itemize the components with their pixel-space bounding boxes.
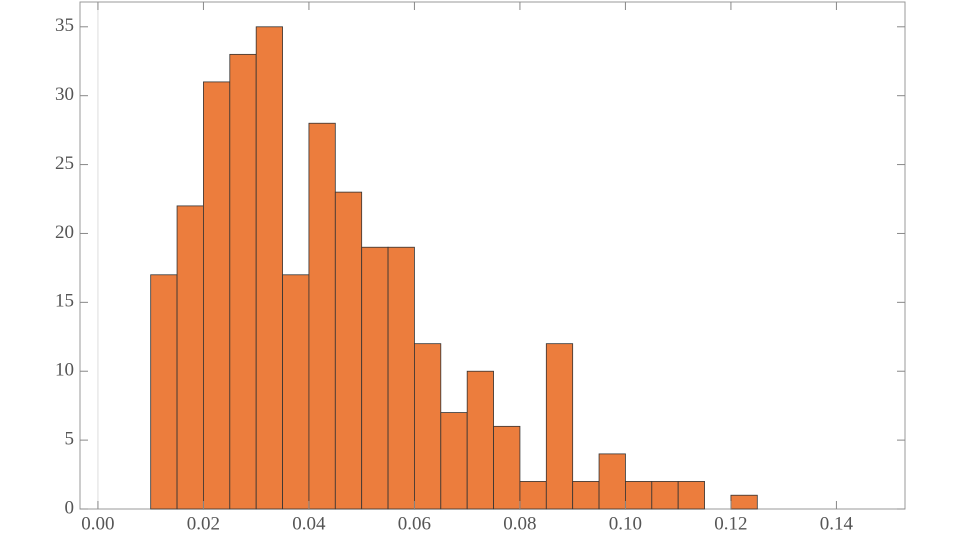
x-tick-label: 0.10 — [609, 513, 642, 534]
bar — [150, 274, 178, 510]
x-tick-label: 0.04 — [292, 513, 326, 534]
y-tick-label: 15 — [55, 291, 74, 312]
bar — [176, 205, 204, 510]
y-tick-label: 30 — [55, 84, 74, 105]
y-tick-label: 5 — [65, 428, 75, 449]
bar — [493, 425, 521, 510]
bar — [545, 343, 574, 510]
bar — [308, 122, 336, 510]
y-tick-label: 35 — [55, 15, 74, 36]
x-tick-label: 0.14 — [820, 513, 854, 534]
x-tick-label: 0.06 — [398, 513, 431, 534]
bar — [730, 494, 758, 510]
bar — [334, 191, 363, 510]
bar — [203, 81, 231, 510]
x-tick-label: 0.02 — [187, 513, 220, 534]
bar — [255, 26, 283, 510]
y-tick-label: 25 — [55, 153, 74, 174]
y-tick-label: 10 — [55, 360, 74, 381]
x-tick-label: 0.12 — [714, 513, 747, 534]
bar — [414, 343, 442, 510]
y-tick-label: 0 — [65, 497, 75, 518]
bar — [651, 481, 679, 510]
x-tick-label: 0.00 — [81, 513, 114, 534]
bar — [282, 274, 310, 510]
bar — [598, 453, 626, 510]
bar — [440, 412, 468, 510]
y-tick-label: 20 — [55, 222, 74, 243]
bar — [519, 481, 547, 510]
bar — [572, 481, 600, 510]
bar — [625, 481, 653, 510]
bar — [466, 370, 494, 510]
bar — [229, 53, 257, 510]
bar — [677, 481, 705, 510]
bar — [361, 246, 389, 510]
bar — [387, 246, 415, 510]
x-tick-label: 0.08 — [503, 513, 536, 534]
